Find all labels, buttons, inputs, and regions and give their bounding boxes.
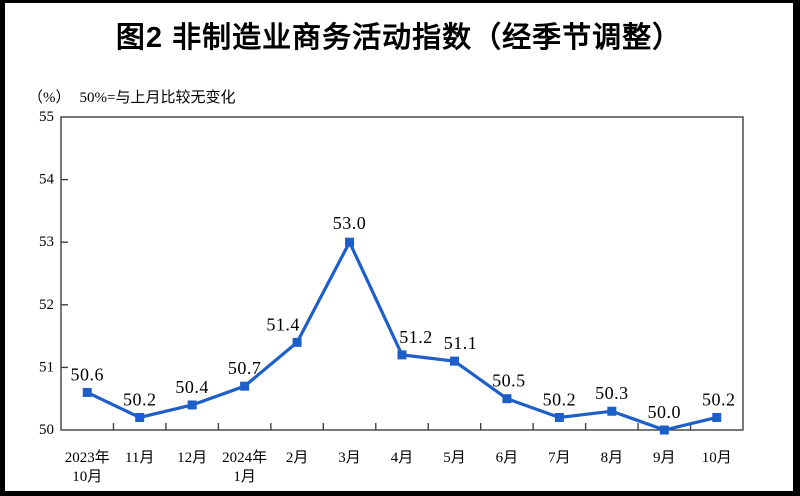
reference-note: 50%=与上月比较无变化 [79,90,236,106]
y-tick-label: 53 [39,234,54,250]
x-tick-label: 11月 [125,450,154,466]
data-point-label: 53.0 [333,213,367,233]
y-tick-label: 54 [39,172,55,188]
data-point-label: 50.3 [595,383,629,403]
chart-figure: 图2 非制造业商务活动指数（经季节调整） （%） 50%=与上月比较无变化 50 5… [5,3,793,491]
y-tick-label: 52 [39,297,54,313]
x-tick-label: 5月 [443,450,466,466]
y-tick-label: 55 [39,109,54,125]
data-point-label: 50.7 [228,358,262,378]
x-tick-label: 12月 [177,450,207,466]
x-tick-label: 4月 [391,450,414,466]
data-point-marker [449,356,459,366]
x-tick-label: 2024年 [222,449,267,466]
data-point-marker [345,237,355,247]
data-point-label: 50.6 [70,364,104,384]
axis-note-row: （%） 50%=与上月比较无变化 [28,86,235,107]
y-axis-unit-label: （%） [28,90,71,106]
data-point-marker [292,337,302,347]
data-point-marker [82,387,92,397]
data-point-marker [397,350,407,360]
x-tick-label: 7月 [548,450,571,466]
data-point-label: 50.2 [123,389,157,409]
y-tick-label: 51 [39,359,54,375]
data-point-marker [502,394,512,404]
data-point-marker [240,381,250,391]
y-tick-label: 50 [39,422,54,438]
data-point-label: 50.4 [175,377,209,397]
x-tick-label: 6月 [496,450,519,466]
data-point-marker [135,412,145,422]
data-point-marker [187,400,197,410]
data-point-marker [659,425,669,435]
data-point-label: 50.5 [492,371,526,391]
x-tick-label: 10月 [702,450,732,466]
chart-title: 图2 非制造业商务活动指数（经季节调整） [115,22,683,54]
data-point-marker [712,412,722,422]
data-point-marker [554,412,564,422]
data-point-label: 51.2 [399,327,433,347]
x-tick-label: 3月 [338,450,361,466]
data-point-label: 50.2 [543,389,577,409]
x-tick-label: 2023年 [65,449,110,466]
line-chart-canvas: 50 51 52 53 54 55 2023年 10月 11月 12月 2024年 1月 2月 3月 4月 5… [39,109,744,485]
x-tick-label: 9月 [653,450,676,466]
data-point-label: 50.0 [648,402,682,422]
data-point-label: 51.4 [266,314,300,334]
x-tick-label: 1月 [233,469,256,485]
x-tick-label: 2月 [286,450,309,466]
data-point-label: 51.1 [444,333,478,353]
data-point-marker [607,406,617,416]
x-tick-label: 10月 [72,469,102,485]
data-point-label: 50.2 [702,389,736,409]
x-tick-label: 8月 [601,450,624,466]
plot-border [60,116,744,431]
